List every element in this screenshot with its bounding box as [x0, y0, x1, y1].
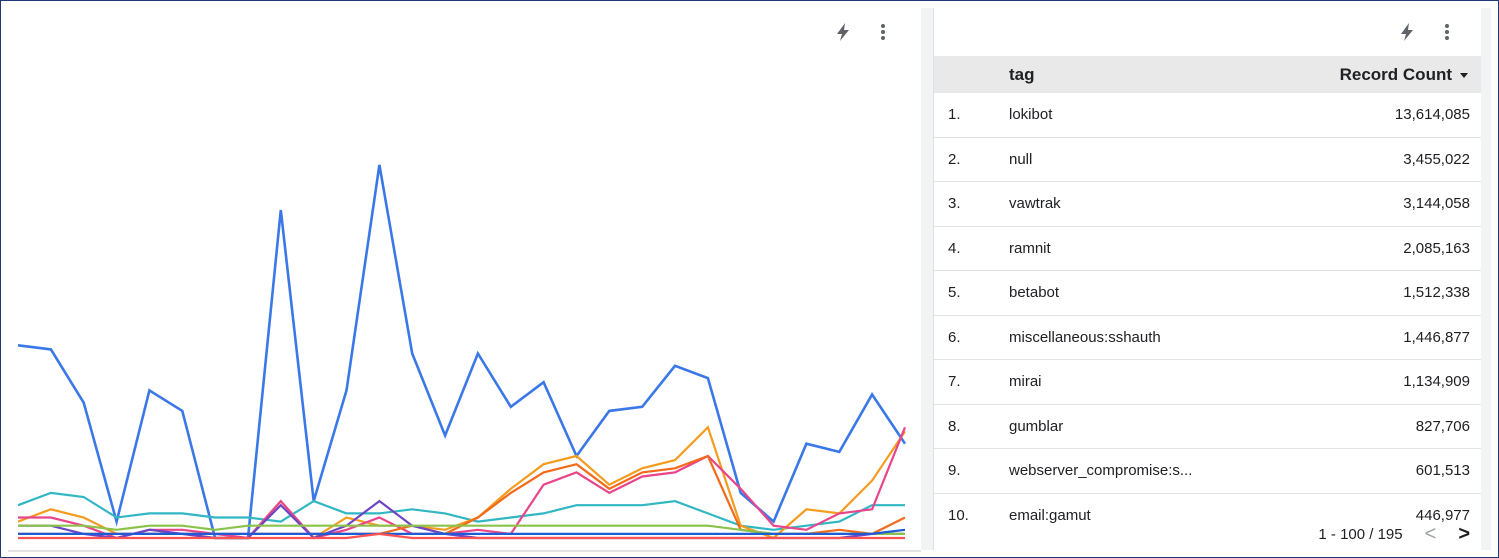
pagination-range: 1 - 100 / 195	[1318, 525, 1403, 543]
row-index: 5.	[948, 284, 961, 301]
column-header-record-count[interactable]: Record Count	[1340, 65, 1468, 85]
table-panel: tag Record Count 1. lokibot 13,614,085 2. nu…	[933, 8, 1483, 550]
table-row[interactable]: 10. email:gamut 446,977	[934, 494, 1482, 538]
table-row[interactable]: 3. vawtrak 3,144,058	[934, 182, 1482, 227]
row-index: 9.	[948, 462, 961, 479]
row-record-count: 13,614,085	[1394, 106, 1470, 123]
table-header: tag Record Count	[934, 56, 1482, 93]
table-row[interactable]: 8. gumblar 827,706	[934, 405, 1482, 449]
panel-gap	[921, 8, 933, 550]
table-toolbar	[1398, 20, 1456, 44]
line-chart-panel	[8, 8, 921, 552]
row-index: 1.	[948, 106, 961, 123]
table-body: 1. lokibot 13,614,085 2. null 3,455,022 3. vawt…	[934, 93, 1482, 537]
row-index: 7.	[948, 373, 961, 390]
row-tag: mirai	[1009, 373, 1042, 390]
pagination: 1 - 100 / 195 < >	[1318, 524, 1470, 544]
line-chart	[17, 164, 907, 540]
row-tag: null	[1009, 150, 1033, 168]
more-vert-icon[interactable]	[874, 20, 892, 44]
bolt-icon[interactable]	[1398, 20, 1416, 44]
row-index: 10.	[948, 506, 969, 524]
row-tag: betabot	[1009, 284, 1060, 301]
row-tag: miscellaneous:sshauth	[1009, 328, 1161, 346]
row-index: 8.	[948, 417, 961, 435]
table-row[interactable]: 2. null 3,455,022	[934, 138, 1482, 182]
table-row[interactable]: 5. betabot 1,512,338	[934, 271, 1482, 316]
next-page-button[interactable]: >	[1458, 523, 1470, 545]
row-index: 2.	[948, 150, 961, 168]
sort-descending-icon	[1460, 72, 1468, 78]
row-record-count: 1,134,909	[1403, 373, 1470, 390]
chart-toolbar	[834, 20, 892, 44]
prev-page-button[interactable]: <	[1424, 523, 1437, 545]
table-row[interactable]: 6. miscellaneous:sshauth 1,446,877	[934, 316, 1482, 360]
series-line-1	[17, 164, 907, 540]
row-record-count: 1,512,338	[1403, 284, 1470, 301]
row-index: 3.	[948, 195, 961, 212]
row-record-count: 827,706	[1415, 417, 1470, 435]
series-line-9	[18, 532, 905, 540]
row-record-count: 446,977	[1415, 506, 1470, 524]
row-index: 4.	[948, 239, 961, 257]
table-row[interactable]: 7. mirai 1,134,909	[934, 360, 1482, 405]
column-header-record-count-label: Record Count	[1339, 65, 1452, 84]
series-line-4	[18, 426, 907, 540]
row-tag: gumblar	[1009, 417, 1064, 435]
more-vert-icon[interactable]	[1438, 20, 1456, 44]
series-line-2	[17, 491, 905, 531]
table-row[interactable]: 9. webserver_compromise:s... 601,513	[934, 449, 1482, 494]
row-record-count: 601,513	[1415, 462, 1470, 479]
row-tag: vawtrak	[1009, 195, 1061, 212]
row-record-count: 3,455,022	[1403, 150, 1470, 168]
row-record-count: 2,085,163	[1403, 239, 1470, 257]
row-tag: lokibot	[1009, 106, 1053, 123]
table-row[interactable]: 1. lokibot 13,614,085	[934, 93, 1482, 138]
row-index: 6.	[948, 328, 961, 346]
row-tag: ramnit	[1009, 239, 1051, 257]
series-line-7	[18, 524, 905, 536]
column-header-tag[interactable]: tag	[1009, 65, 1035, 84]
row-record-count: 3,144,058	[1403, 195, 1470, 212]
row-record-count: 1,446,877	[1403, 328, 1470, 346]
table-row[interactable]: 4. ramnit 2,085,163	[934, 227, 1482, 271]
row-tag: webserver_compromise:s...	[1009, 462, 1193, 479]
bolt-icon[interactable]	[834, 20, 852, 44]
right-gutter	[1481, 8, 1491, 550]
series-line-8	[18, 528, 906, 536]
row-tag: email:gamut	[1009, 506, 1091, 524]
